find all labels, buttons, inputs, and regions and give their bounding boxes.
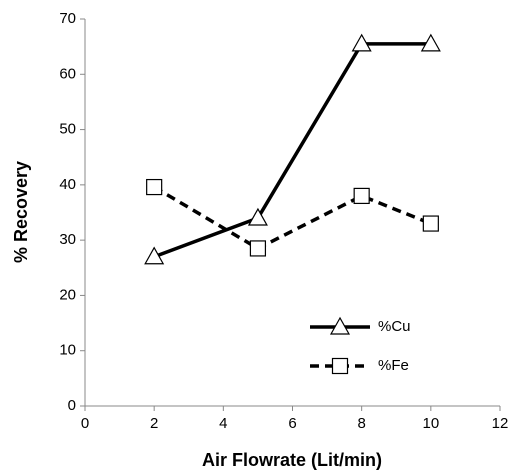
x-tick-label: 2 <box>150 415 158 432</box>
y-tick-label: 10 <box>59 342 76 359</box>
marker-square <box>422 215 439 232</box>
x-tick-label: 12 <box>492 415 509 432</box>
x-tick-label: 10 <box>422 415 439 432</box>
legend-label: %Cu <box>378 318 411 335</box>
x-tick-label: 6 <box>288 415 296 432</box>
y-tick-label: 40 <box>59 176 76 193</box>
y-axis-title: % Recovery <box>11 161 31 263</box>
y-tick-label: 50 <box>59 121 76 138</box>
marker-square <box>353 187 370 205</box>
y-tick-label: 70 <box>59 10 76 27</box>
y-tick-label: 0 <box>68 397 76 414</box>
y-tick-label: 30 <box>59 231 76 248</box>
x-axis-title: Air Flowrate (Lit/min) <box>202 450 382 470</box>
series-line <box>153 42 431 259</box>
y-tick-label: 20 <box>59 286 76 303</box>
marker-square <box>331 357 349 375</box>
marker-square <box>249 240 267 257</box>
marker-triangle <box>144 246 165 265</box>
series-line <box>153 185 432 251</box>
x-tick-label: 8 <box>357 415 365 432</box>
marker-triangle <box>247 207 268 226</box>
x-tick-label: 4 <box>219 415 227 432</box>
x-tick-label: 0 <box>81 415 89 432</box>
marker-triangle <box>420 33 441 52</box>
marker-triangle <box>329 316 351 335</box>
y-tick-label: 60 <box>59 65 76 82</box>
marker-triangle <box>351 33 372 52</box>
legend-label: %Fe <box>378 357 409 374</box>
marker-square <box>146 178 163 196</box>
